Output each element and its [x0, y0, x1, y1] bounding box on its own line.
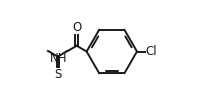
- Text: NH: NH: [49, 52, 67, 65]
- Text: S: S: [54, 68, 61, 81]
- Text: O: O: [72, 21, 81, 34]
- Text: Cl: Cl: [145, 45, 156, 58]
